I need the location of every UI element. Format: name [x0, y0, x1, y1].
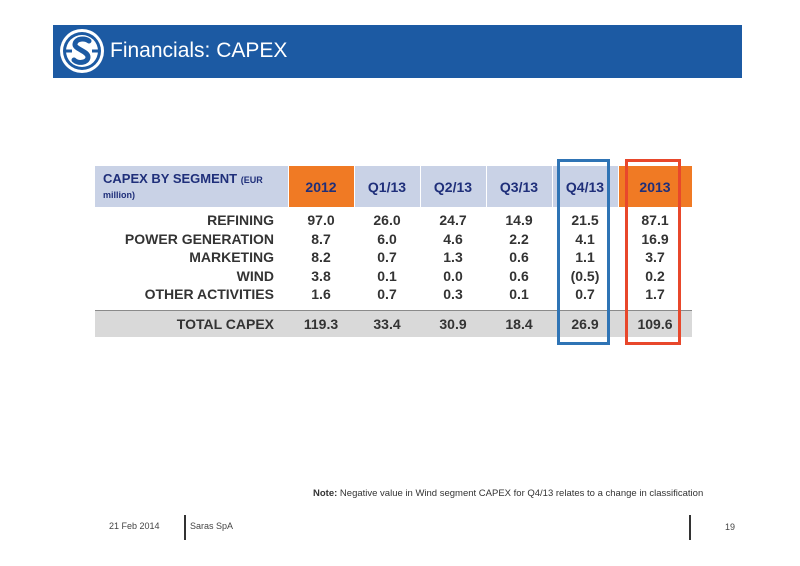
table-cell: 2.2 — [509, 230, 529, 247]
table-cell: 8.7 — [311, 230, 331, 247]
table-cell: 0.2 — [645, 267, 665, 284]
table-cell: 4.6 — [443, 230, 463, 247]
table-row: WIND 3.8 0.1 0.0 0.6 (0.5) 0.2 — [95, 267, 692, 286]
table-cell: 1.3 — [443, 249, 463, 266]
note-text: Negative value in Wind segment CAPEX for… — [337, 488, 704, 499]
table-header-row: CAPEX BY SEGMENT (EUR million) 2012 Q1/1… — [95, 166, 693, 207]
table-cell: 14.9 — [505, 212, 533, 229]
table-row: MARKETING 8.2 0.7 1.3 0.6 1.1 3.7 — [95, 248, 692, 267]
table-cell: 0.3 — [443, 286, 463, 303]
q4-highlight-box — [557, 159, 610, 345]
note-label: Note: — [313, 488, 338, 499]
table-cell: 97.0 — [307, 212, 335, 229]
table-cell: 1.6 — [311, 286, 331, 303]
table-cell: 0.1 — [377, 267, 397, 284]
table-cell: 0.7 — [377, 286, 397, 303]
row-label: MARKETING — [189, 249, 274, 266]
table-cell: 87.1 — [641, 212, 669, 229]
table-row: OTHER ACTIVITIES 1.6 0.7 0.3 0.1 0.7 1.7 — [95, 285, 692, 304]
table-cell: 0.7 — [377, 249, 397, 266]
total-cell: 30.9 — [420, 309, 486, 337]
footnote: Note: Negative value in Wind segment CAP… — [313, 488, 703, 499]
column-header: Q2/13 — [420, 166, 487, 207]
table-row: REFINING 97.0 26.0 24.7 14.9 21.5 87.1 — [95, 207, 692, 230]
table-cell: 1.1 — [575, 249, 595, 266]
page-number: 19 — [725, 522, 736, 532]
footer-company: Saras SpA — [190, 521, 234, 531]
footer-date: 21 Feb 2014 — [109, 521, 160, 531]
total-label: TOTAL CAPEX — [95, 309, 288, 337]
column-header: Q3/13 — [486, 166, 553, 207]
table-cell: 21.5 — [571, 212, 599, 229]
table-cell: 1.7 — [645, 286, 665, 303]
row-label: WIND — [236, 267, 274, 284]
total-cell: 18.4 — [486, 309, 552, 337]
saras-logo-icon — [58, 27, 106, 75]
page-title: Financials: CAPEX — [110, 39, 288, 62]
row-label: OTHER ACTIVITIES — [144, 286, 274, 303]
footer-divider — [689, 515, 691, 540]
segment-header: CAPEX BY SEGMENT (EUR million) — [95, 166, 289, 207]
table-cell: 8.2 — [311, 249, 331, 266]
capex-table: CAPEX BY SEGMENT (EUR million) 2012 Q1/1… — [95, 166, 693, 337]
row-label: REFINING — [207, 212, 274, 229]
2013-highlight-box — [625, 159, 681, 345]
column-header: Q1/13 — [354, 166, 421, 207]
table-cell: (0.5) — [570, 267, 600, 284]
table-cell: 3.8 — [311, 267, 331, 284]
total-cell: 119.3 — [288, 309, 354, 337]
header-bar — [53, 25, 742, 78]
table-cell: 0.1 — [509, 286, 529, 303]
total-row: TOTAL CAPEX 119.3 33.4 30.9 18.4 26.9 10… — [95, 309, 692, 337]
table-row: POWER GENERATION 8.7 6.0 4.6 2.2 4.1 16.… — [95, 230, 692, 249]
footer-divider — [184, 515, 186, 540]
table-cell: 0.6 — [509, 267, 529, 284]
table-cell: 24.7 — [439, 212, 467, 229]
table-cell: 16.9 — [641, 230, 669, 247]
table-cell: 6.0 — [377, 230, 397, 247]
table-cell: 4.1 — [575, 230, 595, 247]
total-cell: 33.4 — [354, 309, 420, 337]
table-cell: 26.0 — [373, 212, 401, 229]
unit-label: (EUR million) — [103, 174, 263, 200]
capex-table-container: CAPEX BY SEGMENT (EUR million) 2012 Q1/1… — [95, 166, 693, 337]
table-cell: 0.7 — [575, 286, 595, 303]
segment-header-label: CAPEX BY SEGMENT — [103, 170, 238, 186]
table-cell: 3.7 — [645, 249, 665, 266]
table-cell: 0.0 — [443, 267, 463, 284]
row-label: POWER GENERATION — [124, 230, 274, 247]
column-header: 2012 — [288, 166, 355, 207]
table-cell: 0.6 — [509, 249, 529, 266]
